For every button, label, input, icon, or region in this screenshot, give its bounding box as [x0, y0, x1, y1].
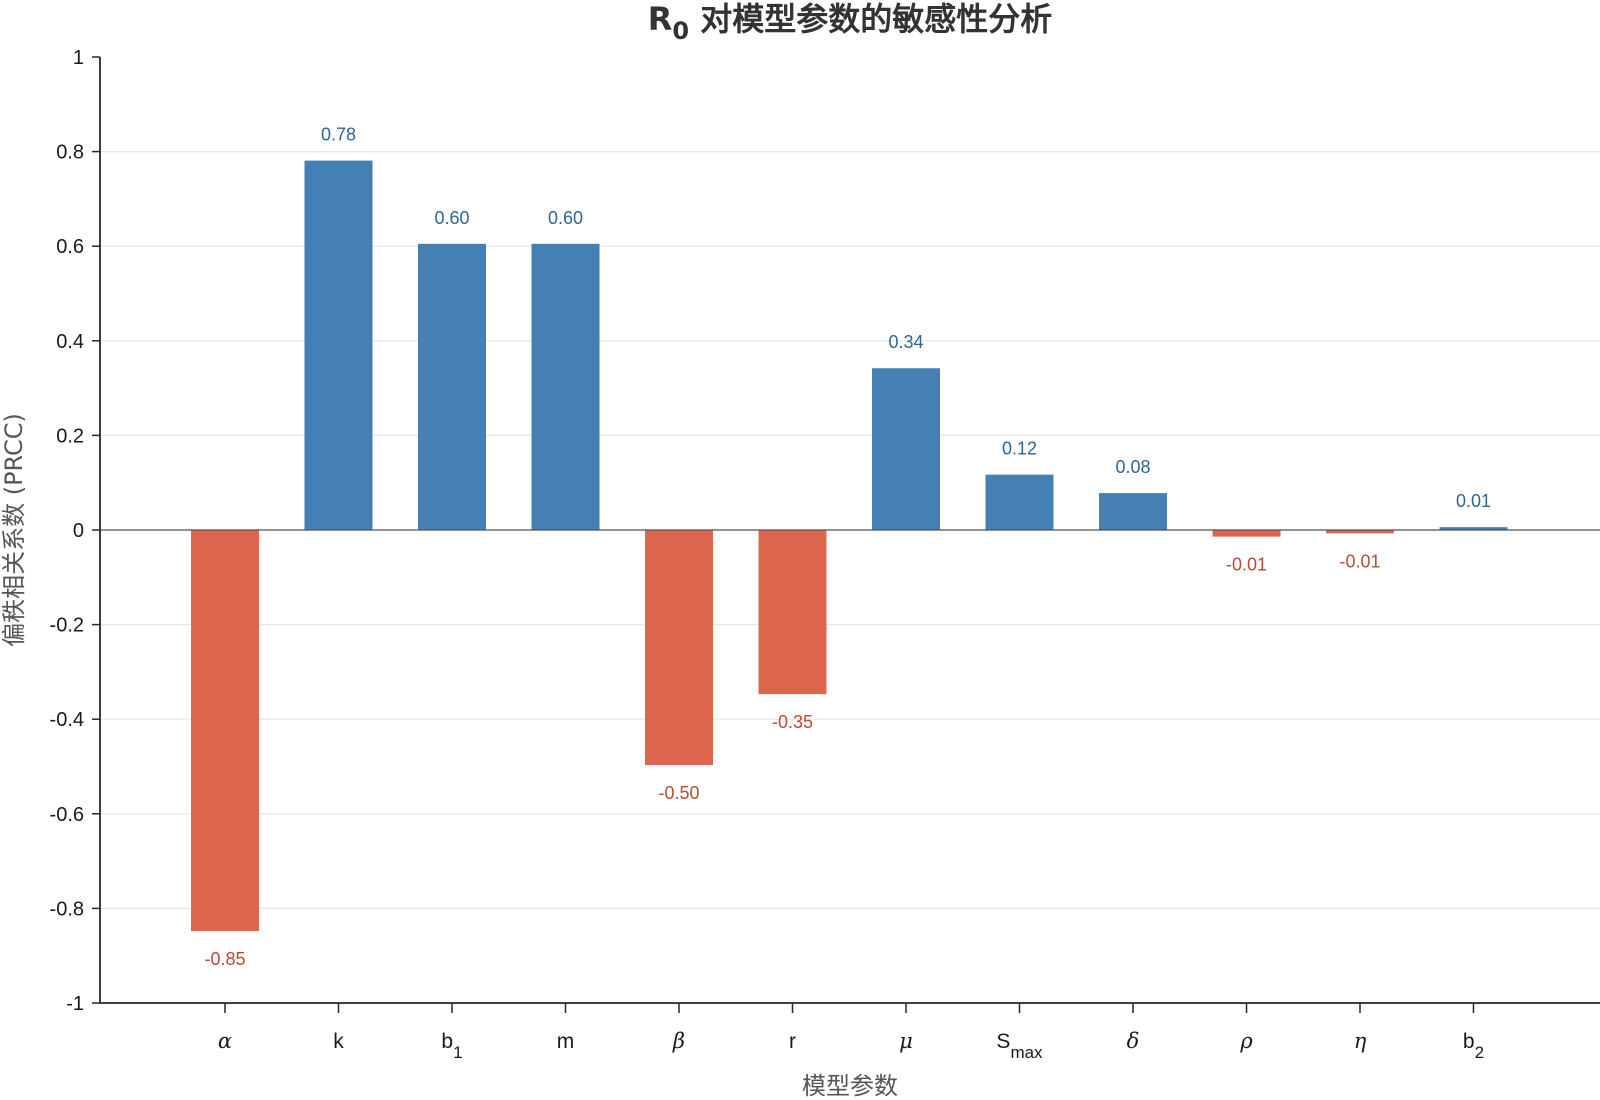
data-label: 0.12 — [1002, 439, 1037, 459]
chart-title-main: R — [648, 0, 673, 38]
y-tick-label: 0.4 — [56, 331, 84, 353]
data-label: 0.01 — [1456, 491, 1491, 511]
y-tick-label: 0.8 — [56, 142, 84, 164]
bar — [191, 530, 259, 932]
bar — [1439, 527, 1508, 530]
y-tick-label: 0.2 — [56, 425, 84, 447]
data-labels: -0.85 0.78 0.60 0.60 -0.50 -0.35 0.34 0.12 0.08 -… — [204, 125, 1491, 970]
x-tick-label: η — [1354, 1029, 1367, 1053]
x-tick-label: b1 — [441, 1030, 462, 1062]
data-label: -0.01 — [1339, 551, 1380, 571]
data-label: 0.60 — [548, 208, 583, 228]
chart-title: R0 对模型参数的敏感性分析 — [648, 0, 1053, 45]
data-label: -0.35 — [772, 712, 813, 732]
x-tick-label: m — [557, 1030, 575, 1053]
y-tick-label: -0.4 — [50, 709, 84, 731]
bars — [191, 160, 1508, 932]
x-tick-label: ρ — [1239, 1029, 1253, 1053]
x-tick-label: α — [218, 1029, 232, 1053]
x-tick-label: β — [672, 1029, 685, 1053]
bar — [645, 530, 713, 766]
y-tick-label: 0 — [73, 520, 84, 542]
chart-title-subscript: 0 — [672, 17, 689, 45]
data-label: 0.78 — [321, 125, 356, 145]
x-tick-label: Smax — [996, 1030, 1043, 1062]
data-label: 0.08 — [1115, 457, 1150, 477]
axes: 1 0.8 0.6 0.4 0.2 0 -0.2 -0.4 -0.6 -0.8 -1 α k b1 m β r μ… — [50, 47, 1600, 1062]
bar — [1212, 530, 1281, 537]
chart-title-rest: 对模型参数的敏感性分析 — [689, 0, 1052, 38]
bar — [985, 474, 1054, 530]
x-tick-label: k — [333, 1030, 344, 1053]
data-label: 0.60 — [434, 208, 469, 228]
y-tick-label: 1 — [73, 47, 84, 69]
bar — [872, 368, 940, 530]
x-axis-title: 模型参数 — [802, 1072, 898, 1100]
x-tick-label: r — [789, 1030, 796, 1053]
y-axis-title: 偏秩相关系数 (PRCC) — [0, 413, 28, 647]
y-tick-label: 0.6 — [56, 236, 84, 258]
y-tick-label: -0.6 — [50, 804, 84, 826]
bar — [1099, 493, 1167, 530]
bar — [1326, 530, 1394, 534]
data-label: 0.34 — [888, 332, 923, 352]
bar — [418, 243, 486, 530]
x-tick-label: δ — [1127, 1029, 1140, 1053]
data-label: -0.50 — [658, 783, 699, 803]
y-tick-label: -1 — [66, 993, 84, 1015]
bar — [758, 530, 827, 695]
y-tick-label: -0.8 — [50, 898, 84, 920]
data-label: -0.85 — [204, 949, 245, 969]
x-tick-label: μ — [899, 1029, 913, 1053]
x-tick-label: b2 — [1463, 1030, 1484, 1062]
bar — [304, 160, 373, 530]
data-label: -0.01 — [1226, 555, 1267, 575]
bar — [531, 243, 600, 530]
y-tick-label: -0.2 — [50, 615, 84, 637]
